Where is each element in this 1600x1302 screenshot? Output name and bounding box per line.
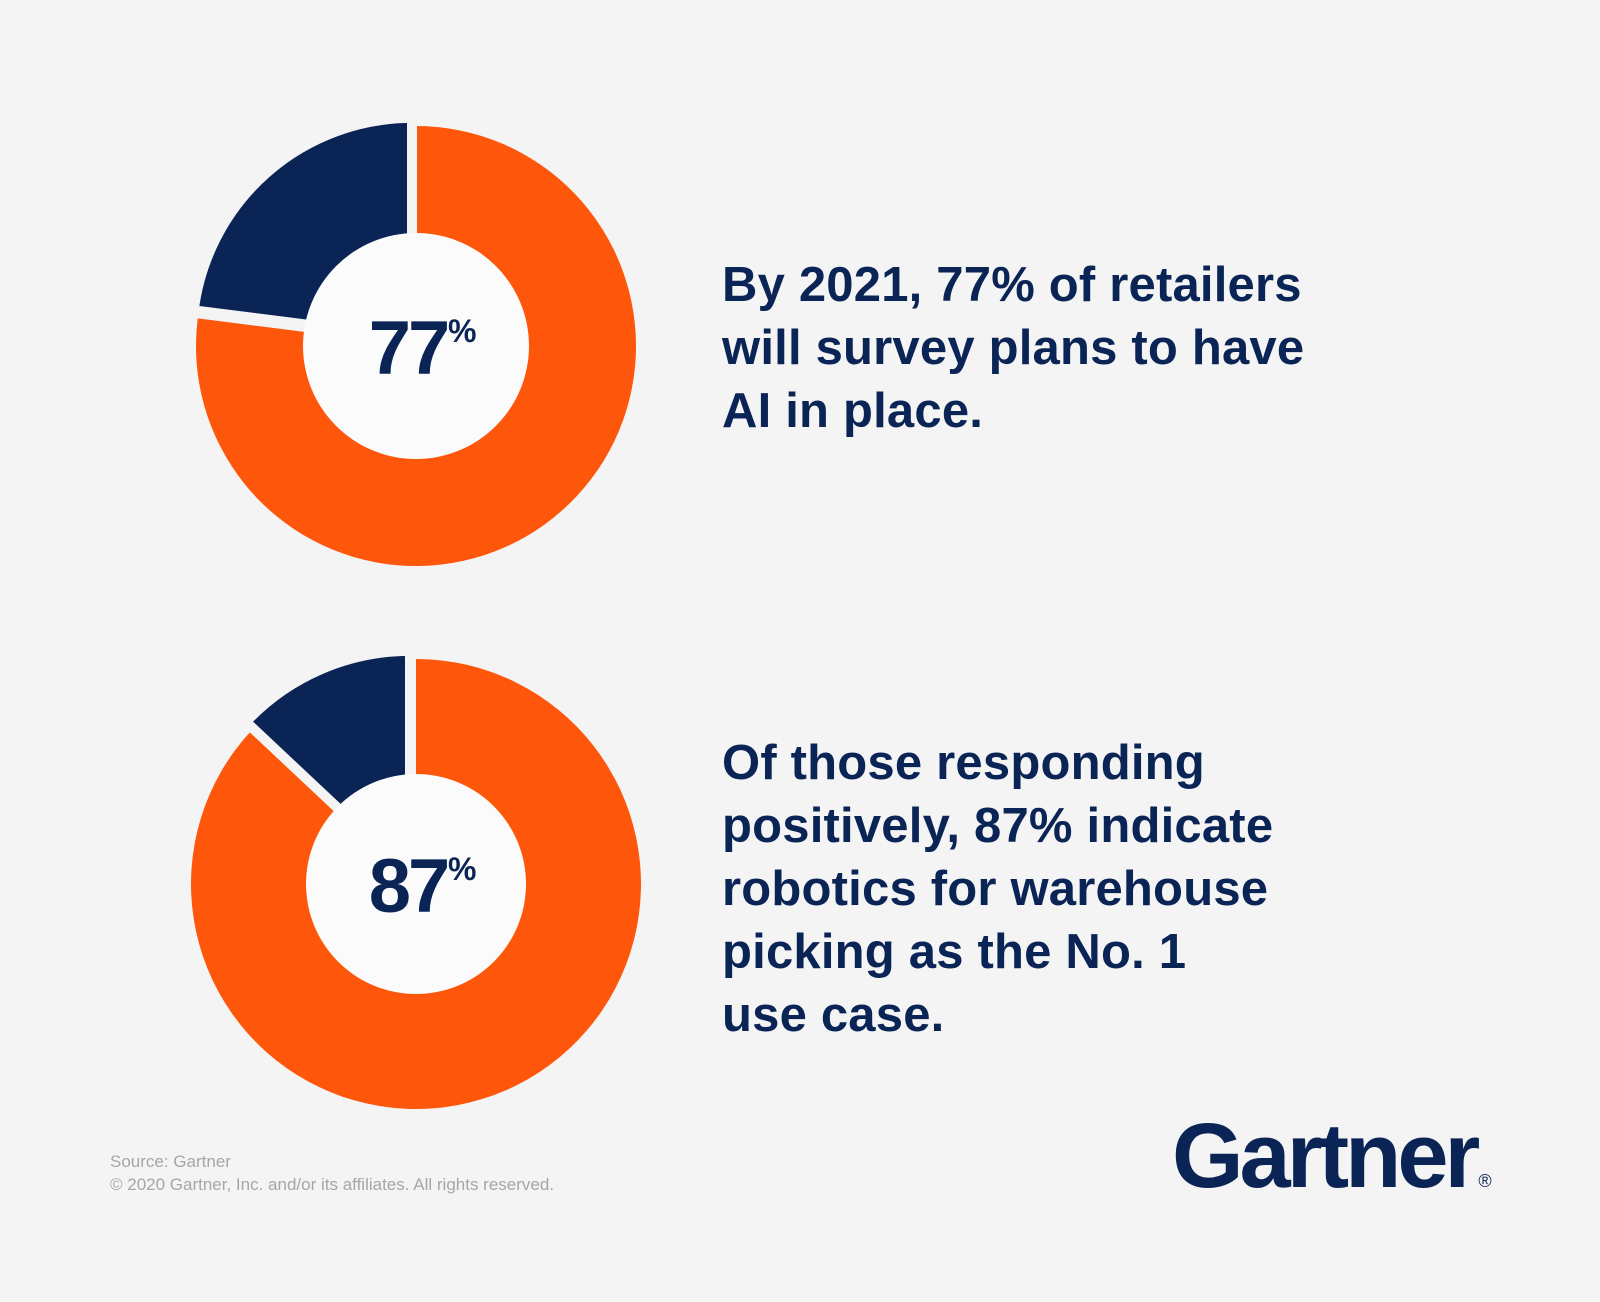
donut-2-unit: % <box>448 851 476 887</box>
source-label: Source: Gartner <box>110 1152 231 1171</box>
donut-1-hole <box>303 233 529 459</box>
donut-2-value: 87 <box>369 844 448 929</box>
stat-1-line-1: By 2021, 77% of retailers <box>722 258 1302 312</box>
stat-2-line-5: use case. <box>722 988 945 1042</box>
donut-2-hole <box>306 774 526 994</box>
stat-1-line-2: will survey plans to have <box>722 321 1305 375</box>
stat-2-line-4: picking as the No. 1 <box>722 925 1187 979</box>
stat-2-line-1: Of those responding <box>722 736 1205 790</box>
donut-1-value: 77 <box>369 306 448 391</box>
stat-1-line-3: AI in place. <box>722 384 984 438</box>
donut-chart-2: 87% <box>191 645 642 1109</box>
stat-2-line-3: robotics for warehouse <box>722 862 1269 916</box>
gartner-logo: Gartner ® <box>1172 1110 1492 1202</box>
stat-text-1: By 2021, 77% of retailers will survey pl… <box>722 254 1304 443</box>
registered-mark: ® <box>1478 1171 1492 1191</box>
stat-text-2: Of those responding positively, 87% indi… <box>722 732 1273 1047</box>
donut-1-unit: % <box>448 313 476 349</box>
copyright-label: © 2020 Gartner, Inc. and/or its affiliat… <box>110 1175 555 1194</box>
stat-2-line-2: positively, 87% indicate <box>722 799 1274 853</box>
logo-text: Gartner <box>1172 1105 1480 1207</box>
source-note: Source: Gartner © 2020 Gartner, Inc. and… <box>110 1150 554 1196</box>
donut-chart-1: 77% <box>188 112 636 567</box>
